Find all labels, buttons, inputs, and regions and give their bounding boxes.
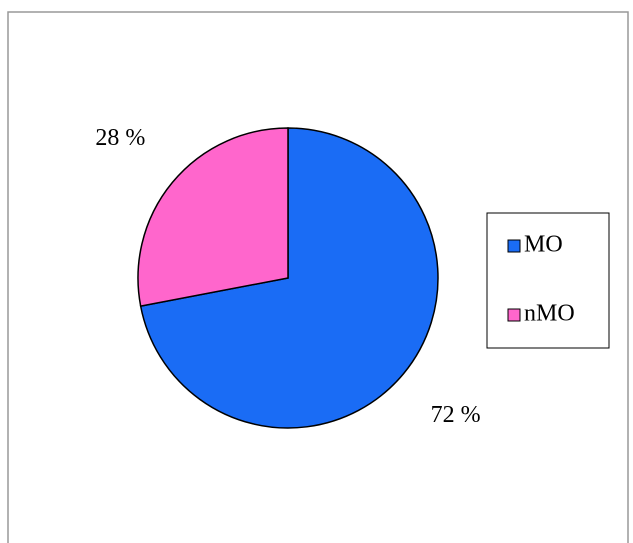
legend-box — [486, 212, 610, 349]
data-label: 28 % — [95, 125, 145, 151]
legend-label: MO — [524, 232, 563, 258]
legend-label: nMO — [524, 301, 575, 327]
legend-swatch — [507, 239, 521, 253]
pie-slice — [137, 127, 289, 307]
legend-swatch — [507, 308, 521, 322]
data-label: 72 % — [431, 402, 481, 428]
pie-slice — [139, 127, 439, 429]
